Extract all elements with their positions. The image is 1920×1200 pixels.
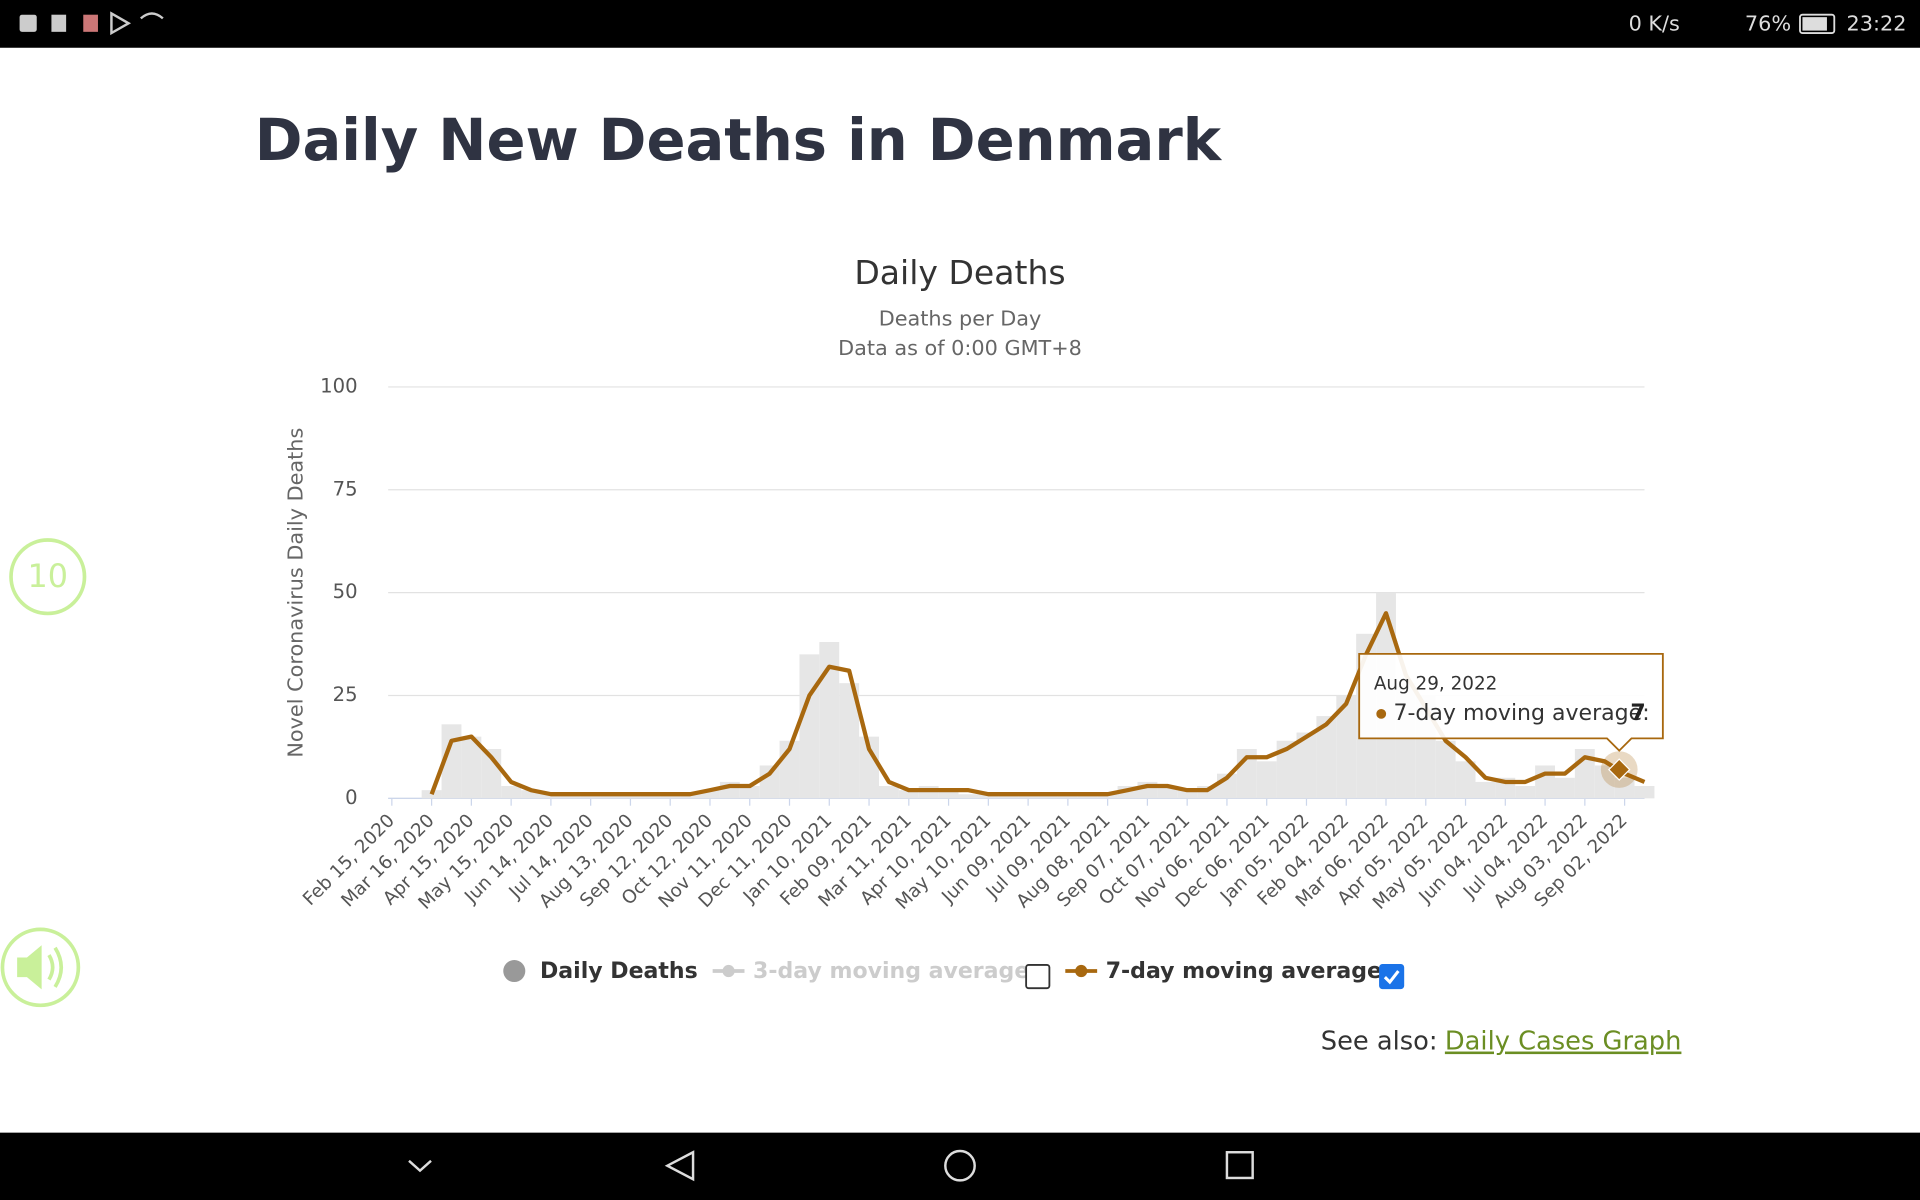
status-bar <box>0 0 1920 48</box>
sound-button[interactable] <box>0 927 81 1008</box>
daily-bar <box>700 790 720 799</box>
chart-title: Daily Deaths <box>854 253 1065 292</box>
daily-bar <box>898 790 919 799</box>
daily-bar <box>859 736 879 799</box>
y-tick-label: 75 <box>333 477 358 500</box>
daily-bar <box>501 786 522 799</box>
see-also-label: See also: <box>1321 1027 1438 1057</box>
daily-bar <box>461 736 482 799</box>
daily-bar <box>1594 765 1615 799</box>
y-tick-label: 100 <box>320 374 357 397</box>
legend-symbol <box>503 960 526 983</box>
daily-bar <box>521 790 541 799</box>
legend-symbol <box>722 964 735 978</box>
tooltip-label: 7-day moving average: <box>1393 701 1649 726</box>
see-also-link[interactable]: Daily Cases Graph <box>1445 1027 1682 1057</box>
legend-label: Daily Deaths <box>540 959 698 984</box>
daily-bar <box>421 790 442 799</box>
y-tick-label: 0 <box>345 786 357 809</box>
tooltip-dot <box>1376 708 1387 719</box>
daily-bar <box>1177 790 1198 799</box>
daily-bar <box>1475 781 1496 799</box>
daily-bar <box>1256 761 1277 799</box>
daily-bar <box>1296 732 1317 799</box>
timer-badge-text: 10 <box>27 557 68 595</box>
nav-back[interactable] <box>664 1150 695 1182</box>
battery-icon <box>1799 13 1836 34</box>
daily-bar <box>1614 777 1635 799</box>
net-speed: 0 K/s <box>1629 11 1680 35</box>
chart-subtitle: Deaths per Day <box>879 307 1042 331</box>
legend-checkbox[interactable] <box>1379 963 1405 990</box>
daily-bar <box>1435 740 1456 799</box>
tooltip-value: 7 <box>1630 701 1645 726</box>
page-title: Daily New Deaths in Denmark <box>255 107 1223 174</box>
nav-recent[interactable] <box>1225 1151 1254 1180</box>
y-tick-label: 25 <box>333 683 358 706</box>
daily-bar <box>1515 786 1536 799</box>
checkmark <box>1383 970 1400 985</box>
legend-label: 7-day moving average <box>1106 959 1382 984</box>
daily-bar <box>938 790 959 799</box>
daily-bar <box>1336 695 1357 799</box>
nav-bar <box>0 1132 1920 1200</box>
battery-level: 76% <box>1745 11 1791 35</box>
y-axis-title: Novel Coronavirus Daily Deaths <box>283 428 307 758</box>
legend-symbol <box>1075 964 1088 978</box>
tooltip-date: Aug 29, 2022 <box>1374 673 1497 694</box>
status-icons <box>19 11 164 36</box>
tooltip-box <box>1358 652 1664 752</box>
daily-bar <box>1316 716 1337 799</box>
y-tick-label: 50 <box>333 580 358 603</box>
tooltip-marker <box>1607 758 1631 781</box>
daily-bar <box>799 654 820 799</box>
clock: 23:22 <box>1847 11 1907 35</box>
nav-down[interactable] <box>408 1159 432 1173</box>
legend-label: 3-day moving average <box>753 959 1029 984</box>
daily-bar <box>878 786 899 799</box>
daily-bar <box>441 724 462 799</box>
daily-bar <box>739 786 760 799</box>
daily-bar <box>1276 740 1297 799</box>
timer-badge[interactable] <box>9 538 87 616</box>
daily-bar <box>1455 761 1476 799</box>
daily-bar <box>1535 765 1556 799</box>
chart: Daily Deaths Deaths per Day Data as of 0:0… <box>283 253 1664 990</box>
daily-bar <box>839 683 860 799</box>
daily-bar <box>759 765 780 799</box>
chart-subtitle: Data as of 0:00 GMT+8 <box>838 336 1082 360</box>
daily-bar <box>819 642 840 799</box>
nav-home[interactable] <box>944 1149 976 1182</box>
battery-fill <box>1802 17 1827 31</box>
daily-bar <box>1634 786 1655 799</box>
daily-bar <box>958 794 979 799</box>
legend-checkbox[interactable] <box>1025 963 1051 990</box>
daily-bar <box>1555 777 1575 799</box>
